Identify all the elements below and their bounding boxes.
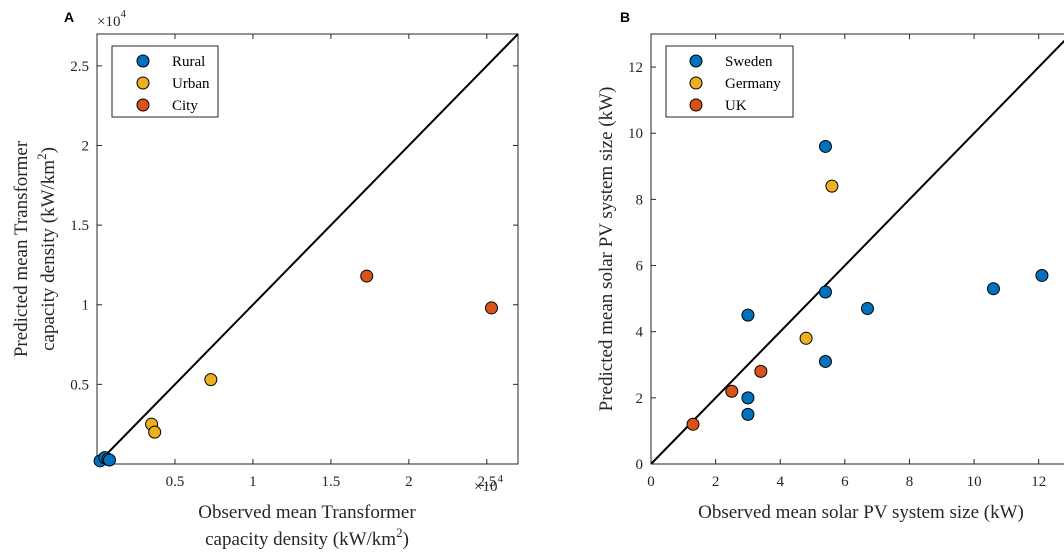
point-sweden [818, 354, 832, 368]
point-uk [725, 384, 739, 398]
y-tick-label: 0 [636, 457, 644, 473]
panel-b-y-label: Predicted mean solar PV system size (kW) [596, 87, 617, 412]
point-sweden [741, 308, 755, 322]
y-tick-label: 10 [628, 126, 643, 142]
panel-a-legend-box [111, 45, 219, 118]
point-city [360, 269, 374, 283]
panel-b: B 0 2 4 6 8 10 12 0 2 4 6 8 10 12 Observed mean solar… [596, 9, 1064, 523]
panel-a: A 0.5 1 1.5 2 2.5 0.5 1 1.5 2 2.5 ×104 ×104 Obser… [11, 8, 519, 550]
legend-marker-uk [689, 98, 703, 112]
legend-label-sweden: Sweden [725, 54, 773, 70]
point-uk [686, 417, 700, 431]
panel-b-axes-box [650, 33, 1064, 465]
legend-label-germany: Germany [725, 76, 781, 92]
x-tick-label: 0.5 [166, 474, 185, 490]
point-sweden [741, 391, 755, 405]
y-tick-label: 1.5 [70, 218, 89, 234]
point-city [484, 301, 498, 315]
legend-marker-rural [136, 54, 150, 68]
point-sweden [741, 407, 755, 421]
legend-label-uk: UK [725, 98, 747, 114]
point-sweden [986, 282, 1000, 296]
x-tick-label: 6 [841, 474, 849, 490]
y-tick-label: 2 [636, 391, 644, 407]
panel-b-legend-box [665, 45, 794, 118]
x-tick-label: 8 [906, 474, 914, 490]
panel-a-x-multiplier: ×104 [474, 473, 503, 495]
point-germany [799, 331, 813, 345]
point-sweden [818, 285, 832, 299]
x-tick-label: 2 [405, 474, 413, 490]
legend-marker-city [136, 98, 150, 112]
point-rural [102, 453, 116, 467]
panel-a-legend: Rural Urban City [111, 45, 219, 118]
y-tick-label: 1 [82, 298, 90, 314]
point-sweden [1035, 268, 1049, 282]
y-tick-label: 8 [636, 192, 644, 208]
panel-b-points [686, 139, 1049, 431]
x-tick-label: 4 [776, 474, 784, 490]
y-tick-label: 2.5 [70, 59, 89, 75]
panel-a-reference-line [96, 33, 519, 465]
legend-marker-sweden [689, 54, 703, 68]
panel-b-y-label-line1: Predicted mean solar PV system size (kW) [596, 87, 617, 412]
x-tick-label: 12 [1031, 474, 1046, 490]
y-tick-label: 12 [628, 60, 643, 76]
x-tick-label: 2.5 [477, 474, 496, 490]
panel-a-y-multiplier: ×104 [97, 8, 126, 30]
point-urban [148, 425, 162, 439]
y-tick-label: 6 [636, 259, 644, 275]
panel-a-y-label-line1: Predicted mean Transformer [11, 140, 32, 357]
legend-label-city: City [172, 98, 198, 114]
panel-a-ticks: 0.5 1 1.5 2 2.5 0.5 1 1.5 2 2.5 [70, 34, 518, 490]
panel-a-y-label: Predicted mean Transformer capacity dens… [11, 140, 59, 357]
y-tick-label: 4 [636, 325, 644, 341]
panel-a-axes-box [96, 33, 519, 465]
legend-label-urban: Urban [172, 76, 210, 92]
panel-a-label: A [64, 9, 74, 25]
x-tick-label: 2 [712, 474, 720, 490]
panel-a-x-label-line2: capacity density (kW/km2) [205, 525, 409, 550]
panel-a-y-label-line2: capacity density (kW/km2) [34, 147, 59, 351]
panel-b-ticks: 0 2 4 6 8 10 12 0 2 4 6 8 10 12 [628, 34, 1046, 490]
legend-marker-urban [136, 76, 150, 90]
x-tick-label: 10 [967, 474, 982, 490]
legend-label-rural: Rural [172, 54, 205, 70]
point-sweden [860, 302, 874, 316]
legend-marker-germany [689, 76, 703, 90]
panel-b-legend: Sweden Germany UK [665, 45, 794, 118]
x-tick-label: 1 [249, 474, 257, 490]
panel-b-reference-line [650, 39, 1064, 465]
y-tick-label: 2 [82, 138, 90, 154]
x-tick-label: 1.5 [322, 474, 341, 490]
panel-b-x-label: Observed mean solar PV system size (kW) [698, 502, 1024, 523]
point-urban [204, 373, 218, 387]
panel-a-x-label-line1: Observed mean Transformer [198, 502, 416, 523]
panel-a-points [93, 269, 498, 468]
panel-b-label: B [620, 9, 630, 25]
point-sweden [818, 139, 832, 153]
y-tick-label: 0.5 [70, 377, 89, 393]
point-germany [825, 179, 839, 193]
point-uk [754, 364, 768, 378]
x-tick-label: 0 [647, 474, 655, 490]
